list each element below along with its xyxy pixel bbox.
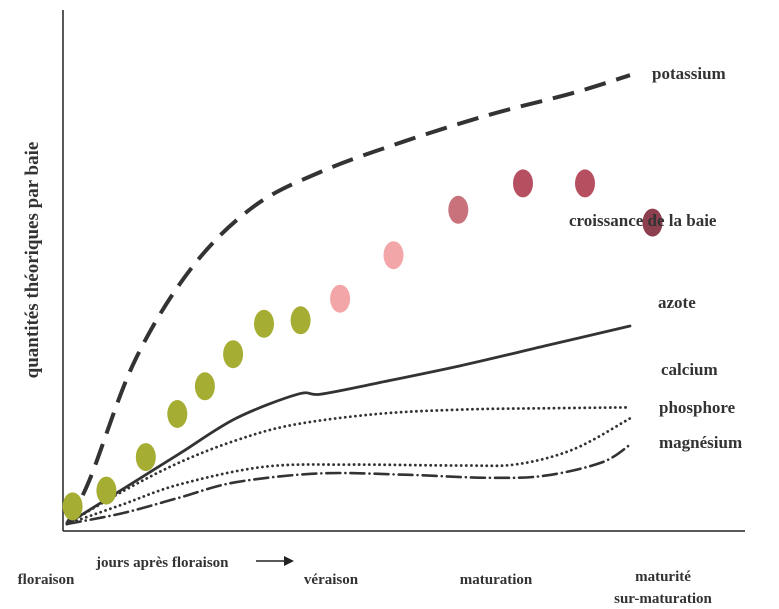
x-tick-label-maturation: maturation bbox=[460, 572, 533, 588]
x-tick-label-veraison: véraison bbox=[304, 572, 359, 588]
berry-growth-point-10 bbox=[383, 241, 404, 270]
series-label-phosphore: phosphore bbox=[659, 398, 736, 417]
berry-growth-point-3 bbox=[135, 443, 156, 472]
berry-growth-point-5 bbox=[194, 372, 215, 401]
series-line-potassium bbox=[65, 73, 631, 525]
x-tick-label-maturite: maturité bbox=[635, 569, 691, 585]
berry-growth-point-6 bbox=[223, 340, 244, 369]
series-line-phosphore bbox=[65, 417, 632, 526]
berry-growth-point-8 bbox=[290, 306, 311, 335]
berry-growth-point-7 bbox=[254, 309, 274, 338]
series-labels: potassium azote calcium phosphore magnésium c… bbox=[569, 64, 742, 452]
berry-growth-point-12 bbox=[513, 169, 533, 198]
series-line-calcium bbox=[65, 406, 632, 526]
berry-growth-point-1 bbox=[62, 492, 83, 521]
x-tick-label-floraison: floraison bbox=[18, 572, 75, 588]
berry-growth-point-2 bbox=[96, 476, 117, 505]
series-line-magnesium bbox=[65, 443, 632, 526]
axes bbox=[62, 10, 745, 532]
berry-growth-point-14 bbox=[642, 208, 663, 237]
berry-growth-point-13 bbox=[575, 169, 595, 198]
x-axis-arrow bbox=[256, 556, 294, 566]
berry-growth-markers bbox=[62, 169, 663, 521]
berry-growth-point-9 bbox=[330, 284, 351, 313]
x-axis-label: jours après floraison bbox=[95, 555, 229, 571]
series-label-magnesium: magnésium bbox=[659, 433, 742, 452]
series-label-potassium: potassium bbox=[652, 64, 726, 83]
series-label-calcium: calcium bbox=[661, 360, 718, 379]
series-lines bbox=[65, 73, 632, 526]
series-line-azote bbox=[65, 324, 632, 526]
series-label-azote: azote bbox=[658, 293, 696, 312]
y-axis-label: quantités théoriques par baie bbox=[22, 142, 43, 379]
berry-growth-point-11 bbox=[448, 195, 469, 224]
x-tick-label-sur-maturation: sur-maturation bbox=[614, 591, 712, 607]
berry-growth-point-4 bbox=[167, 400, 188, 428]
series-label-croissance-de-la-baie: croissance de la baie bbox=[569, 211, 717, 230]
